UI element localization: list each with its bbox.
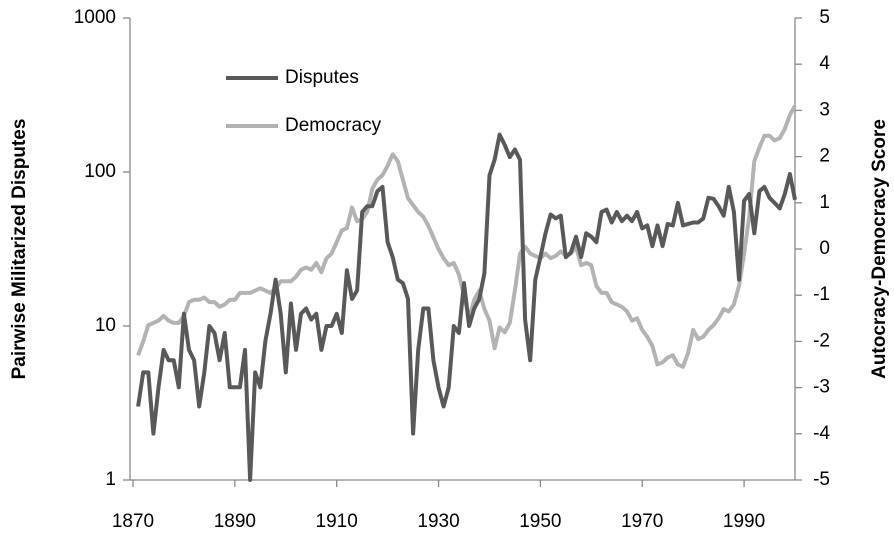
y-tick-label: 100 xyxy=(84,161,116,182)
data-line xyxy=(136,104,797,369)
x-tick-label: 1890 xyxy=(214,511,256,532)
y2-tick-label: -4 xyxy=(813,423,830,444)
x-tick-label: 1970 xyxy=(621,511,663,532)
legend-label: Democracy xyxy=(285,115,382,136)
x-tick-label: 1930 xyxy=(417,511,459,532)
y2-tick-label: -3 xyxy=(813,377,830,398)
y-tick-label: 1 xyxy=(105,469,116,490)
y2-tick-label: 3 xyxy=(819,99,830,120)
y2-tick-label: 5 xyxy=(819,7,830,28)
y-tick-label: 10 xyxy=(95,315,116,336)
data-line xyxy=(136,132,797,482)
y2-axis-title: Autocracy-Democracy Score xyxy=(869,119,890,379)
y-axis-title: Pairwise Militarized Disputes xyxy=(9,119,30,380)
y-tick-label: 1000 xyxy=(74,7,116,28)
y2-tick-label: -5 xyxy=(813,469,830,490)
x-tick-label: 1990 xyxy=(723,511,765,532)
legend-label: Disputes xyxy=(285,67,359,88)
y2-tick-label: 4 xyxy=(819,53,830,74)
y2-tick-label: 1 xyxy=(819,192,830,213)
x-tick-label: 1910 xyxy=(316,511,358,532)
y2-tick-label: 0 xyxy=(819,238,830,259)
y2-tick-label: -2 xyxy=(813,330,830,351)
y2-tick-label: 2 xyxy=(819,146,830,167)
x-tick-label: 1870 xyxy=(112,511,154,532)
x-tick-label: 1950 xyxy=(519,511,561,532)
y2-tick-label: -1 xyxy=(813,284,830,305)
